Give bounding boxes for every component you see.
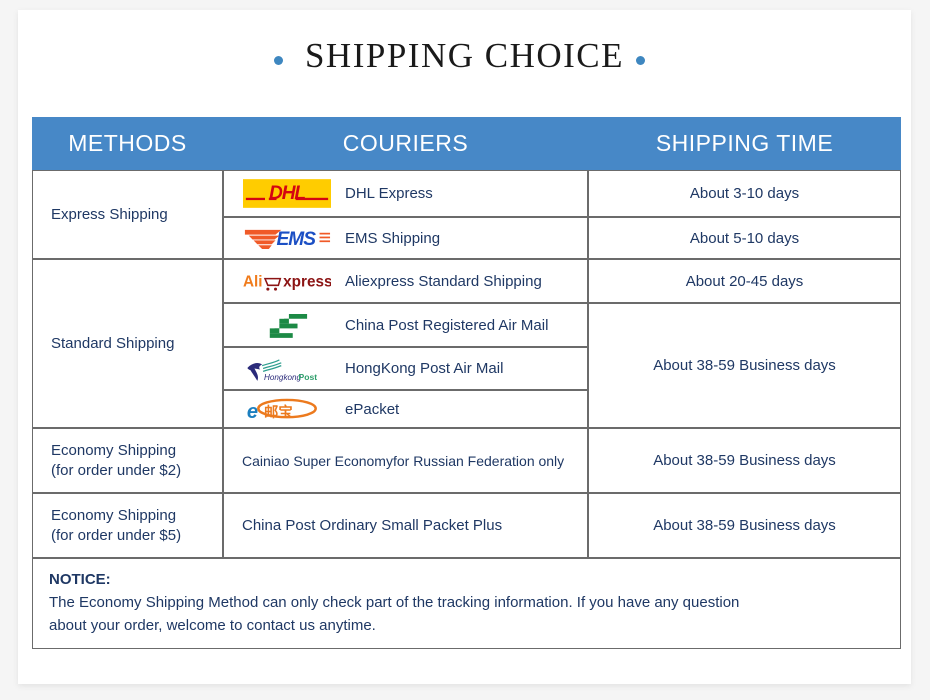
svg-text:xpress: xpress <box>283 273 331 290</box>
svg-text:Hongkong: Hongkong <box>264 373 302 382</box>
svg-text:e: e <box>247 401 258 423</box>
svg-text:Ali: Ali <box>243 273 263 290</box>
svg-text:DHL: DHL <box>269 183 305 204</box>
svg-text:邮宝: 邮宝 <box>264 403 293 421</box>
svg-text:Post: Post <box>298 372 317 382</box>
svg-text:EMS: EMS <box>276 229 316 250</box>
